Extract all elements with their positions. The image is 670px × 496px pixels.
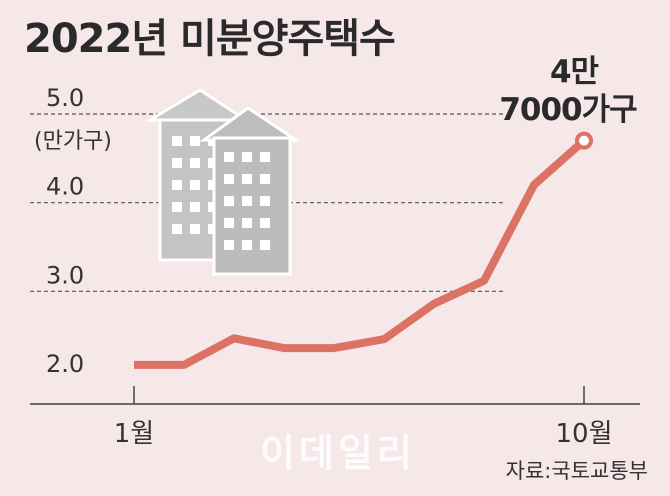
gridlines: 2.0 3.0 4.0 5.0: [30, 84, 505, 378]
watermark: 이데일리: [260, 431, 416, 475]
chart-title: 2022년 미분양주택수: [24, 16, 395, 62]
annotation-line-1: 4만: [550, 54, 599, 90]
y-tick-label: 4.0: [46, 173, 84, 201]
y-tick-label: 3.0: [46, 261, 84, 289]
annotation-line-2: 7000가구: [499, 92, 637, 128]
x-tick-label: 10월: [555, 419, 612, 449]
series-end-point: [575, 131, 593, 150]
y-tick-label: 5.0: [46, 84, 84, 112]
series-line: [134, 137, 587, 369]
y-tick-label: 2.0: [46, 350, 84, 378]
apartment-buildings-icon: [144, 88, 301, 276]
x-tick-label: 1월: [114, 419, 154, 449]
y-unit-label: (만가구): [34, 129, 112, 154]
x-axis-ticks: 1월 10월: [114, 386, 613, 449]
source-label: 자료:국토교통부: [506, 459, 648, 483]
